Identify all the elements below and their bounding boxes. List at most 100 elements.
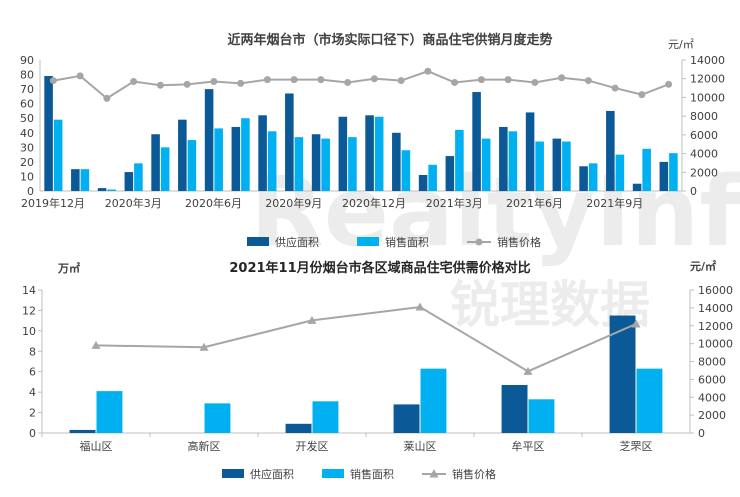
bar-sales — [267, 131, 277, 191]
price-marker — [397, 77, 405, 85]
price-marker — [263, 76, 271, 84]
y2-tick-label: 0 — [690, 185, 697, 198]
y-tick-label: 60 — [20, 98, 34, 111]
price-marker — [424, 67, 432, 75]
bar-supply — [659, 161, 669, 191]
bar-supply — [393, 404, 420, 433]
x-tick-label: 莱山区 — [404, 440, 437, 453]
y-tick-label: 0 — [29, 427, 36, 440]
legend-label-supply: 供应面积 — [250, 467, 294, 481]
x-tick-label: 2020年3月 — [105, 196, 162, 210]
y-tick-label: 12 — [22, 304, 36, 317]
x-tick-label: 福山区 — [80, 439, 113, 453]
y-tick-label: 0 — [27, 185, 34, 198]
price-marker — [210, 78, 218, 86]
bar-sales — [204, 403, 231, 433]
x-tick-label: 2021年3月 — [426, 196, 483, 210]
y-tick-label: 20 — [20, 156, 34, 169]
price-marker — [451, 78, 459, 86]
price-marker — [91, 340, 101, 349]
price-marker — [370, 75, 378, 83]
bar-supply — [472, 92, 481, 191]
y-tick-label: 70 — [20, 83, 34, 96]
y-tick-label: 2 — [29, 407, 36, 420]
chart2-y-unit: 万㎡ — [57, 261, 80, 275]
bar-sales — [348, 137, 357, 191]
y2-tick-label: 4000 — [698, 391, 726, 404]
bar-supply — [525, 112, 535, 191]
bar-sales — [508, 131, 518, 191]
bar-sales — [321, 138, 330, 191]
price-marker — [183, 80, 191, 88]
legend-marker-price — [475, 238, 483, 246]
y-tick-label: 50 — [20, 112, 34, 125]
price-marker — [49, 77, 57, 85]
x-tick-label: 高新区 — [188, 439, 221, 453]
bar-supply — [44, 76, 53, 191]
bar-supply — [609, 315, 636, 433]
chart1-title: 近两年烟台市（市场实际口径下）商品住宅供销月度走势 — [227, 32, 552, 48]
y-tick-label: 10 — [22, 325, 36, 338]
bar-supply — [97, 188, 107, 191]
bar-sales — [107, 189, 116, 191]
chart2-axes: 0 2 4 6 8 10 12 14 0 2000 4000 6000 8000 10000 12000 14… — [22, 284, 733, 453]
legend-label-price: 销售价格 — [497, 235, 541, 249]
bar-supply — [231, 126, 241, 191]
y2-tick-label: 14000 — [690, 54, 725, 67]
bar-supply — [338, 116, 348, 191]
price-marker — [344, 78, 352, 86]
y2-tick-label: 10000 — [698, 338, 733, 351]
x-tick-label: 牟平区 — [512, 439, 545, 453]
legend-swatch-supply — [247, 237, 269, 246]
bar-sales — [420, 368, 447, 433]
chart2-price-line — [91, 302, 641, 375]
bar-supply — [552, 138, 562, 191]
chart2-title: 2021年11月份烟台市各区域商品住宅供需价格对比 — [229, 260, 530, 276]
legend-swatch-sales — [322, 469, 344, 478]
price-marker — [290, 76, 298, 84]
y-tick-label: 80 — [20, 69, 34, 82]
y2-tick-label: 6000 — [690, 129, 718, 142]
price-marker — [317, 76, 325, 84]
price-marker — [156, 81, 164, 89]
y2-tick-label: 0 — [698, 427, 705, 440]
legend-label-sales: 销售面积 — [350, 467, 394, 481]
y2-tick-label: 2000 — [690, 166, 718, 179]
price-marker — [477, 76, 485, 84]
price-marker — [130, 78, 138, 86]
price-marker — [415, 302, 425, 311]
chart2-bars — [69, 315, 663, 433]
price-marker — [611, 84, 619, 92]
price-marker — [103, 94, 111, 102]
bar-sales — [187, 140, 197, 191]
price-marker — [531, 78, 539, 86]
bar-supply — [632, 183, 642, 191]
price-marker — [665, 80, 673, 88]
y2-tick-label: 14000 — [698, 302, 733, 315]
y2-tick-label: 12000 — [690, 73, 725, 86]
y2-tick-label: 2000 — [698, 409, 726, 422]
watermark: RealtyInfo 锐理数据 — [250, 156, 740, 334]
bar-sales — [535, 141, 544, 191]
bar-sales — [374, 116, 384, 191]
bar-sales — [241, 118, 250, 191]
watermark-brand: RealtyInfo — [250, 156, 740, 268]
bar-supply — [499, 126, 508, 191]
price-marker — [307, 315, 317, 324]
bar-sales — [134, 163, 143, 191]
bar-supply — [258, 115, 267, 191]
bar-sales — [642, 148, 651, 191]
bar-supply — [178, 119, 187, 191]
bar-supply — [204, 89, 214, 191]
district-comparison-chart: 2021年11月份烟台市各区域商品住宅供需价格对比 万㎡ 元/㎡ 0 2 4 6 8 10… — [22, 259, 733, 481]
x-tick-label: 开发区 — [296, 439, 329, 453]
price-line — [53, 70, 669, 100]
y2-tick-label: 8000 — [698, 356, 726, 369]
bar-supply — [365, 115, 374, 191]
price-marker — [631, 319, 641, 328]
bar-sales — [80, 169, 90, 191]
chart1-legend: 供应面积 销售面积 销售价格 — [247, 235, 541, 249]
bar-supply — [418, 174, 428, 191]
